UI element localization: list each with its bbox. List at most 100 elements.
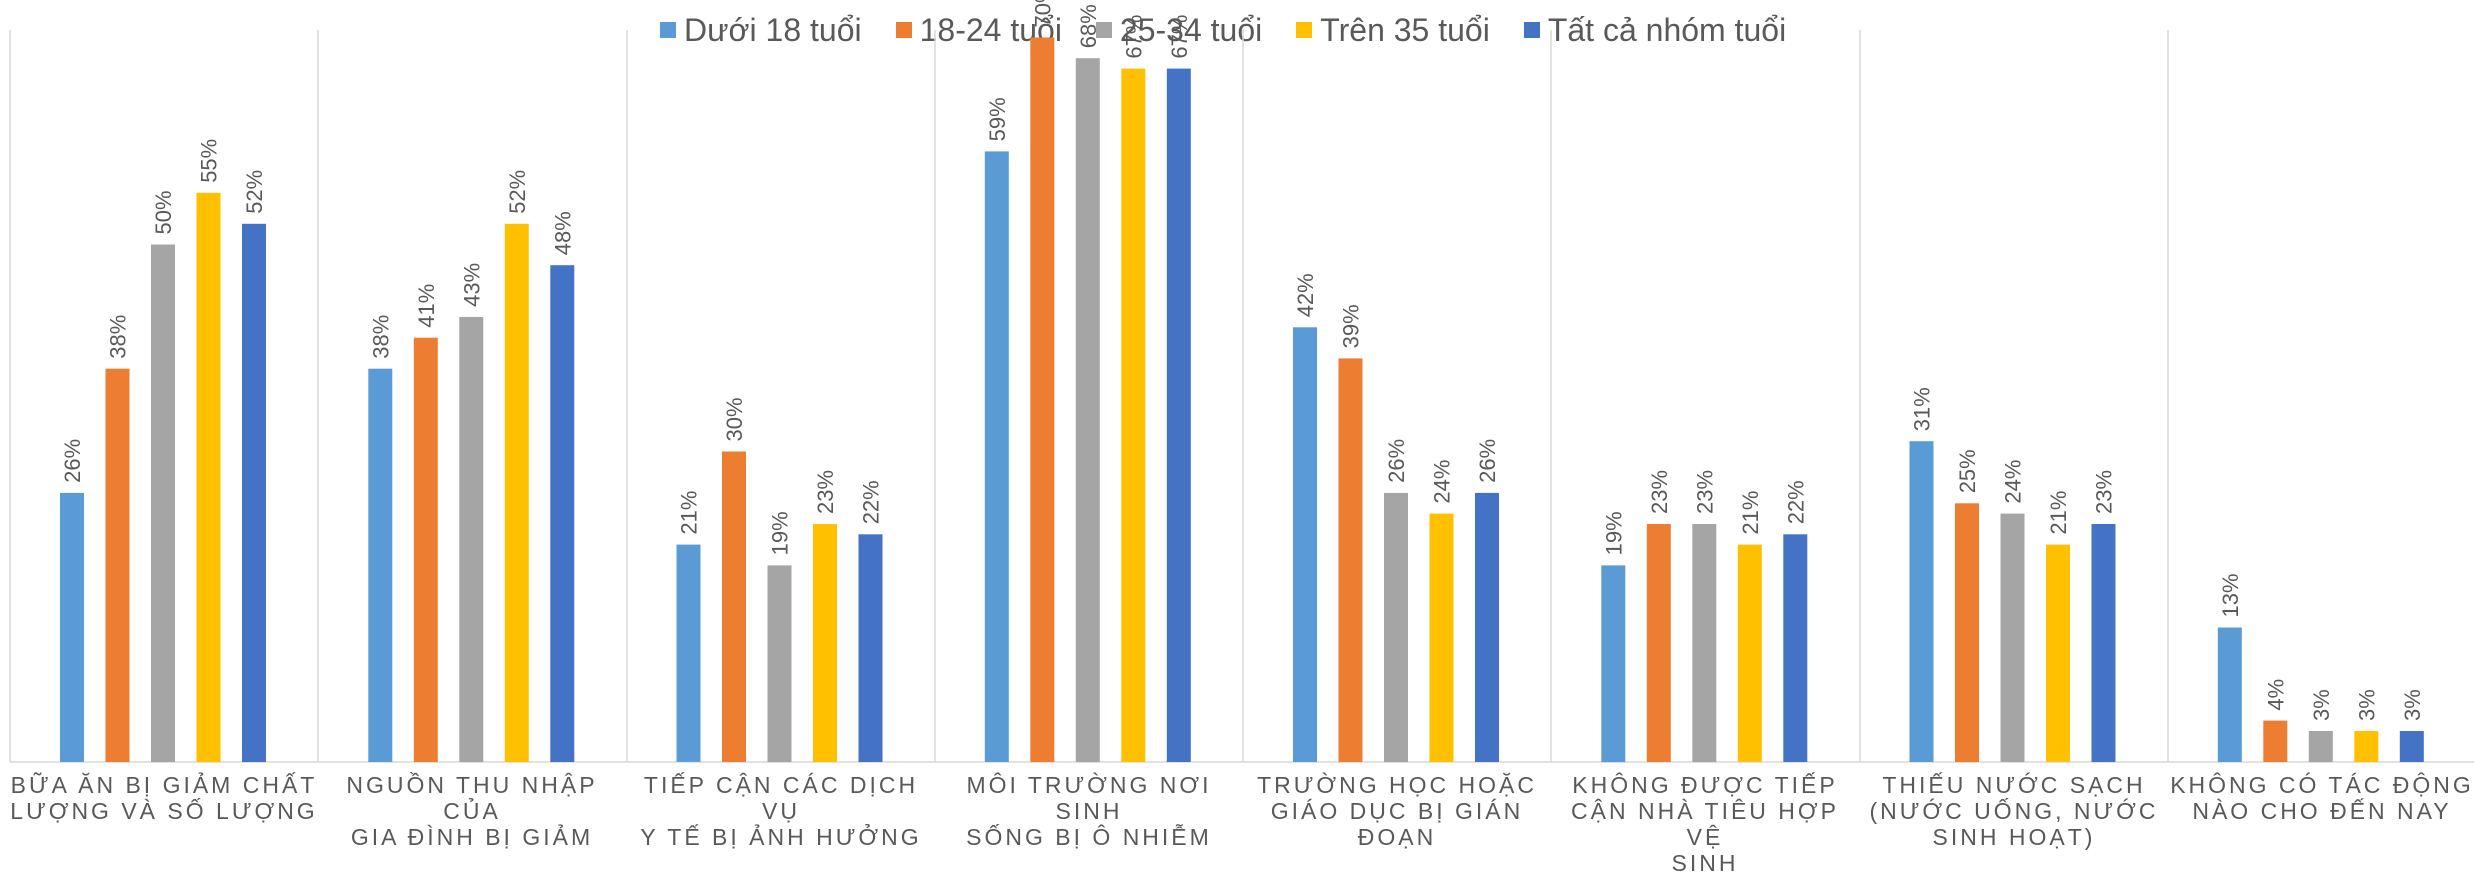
data-label: 50%	[151, 190, 176, 234]
bar	[676, 544, 701, 762]
bar	[1338, 358, 1363, 762]
data-label: 67%	[1121, 15, 1146, 59]
data-label: 23%	[1692, 470, 1717, 514]
bar	[2399, 731, 2424, 762]
category-label: THIẾU NƯỚC SẠCH (NƯỚC UỐNG, NƯỚC SINH HO…	[1869, 772, 2159, 850]
bar	[1646, 524, 1671, 762]
bar	[1121, 68, 1146, 763]
data-label: 26%	[60, 439, 85, 483]
category-label: KHÔNG ĐƯỢC TIẾP CẬN NHÀ TIÊU HỢP VỆ SINH	[1571, 772, 1839, 876]
data-label: 25%	[1955, 449, 1980, 493]
data-label: 21%	[1738, 491, 1763, 535]
bar	[1166, 68, 1191, 763]
bar	[413, 337, 438, 762]
category-label: TIẾP CẬN CÁC DỊCH VỤ Y TẾ BỊ ẢNH HƯỞNG	[640, 772, 922, 850]
bar	[105, 368, 130, 762]
data-label: 22%	[859, 480, 884, 524]
bar	[2046, 544, 2070, 762]
legend-item: Trên 35 tuổi	[1296, 12, 1490, 49]
data-label: 30%	[722, 397, 747, 441]
bar	[1783, 534, 1808, 762]
data-label: 31%	[1910, 387, 1935, 431]
bar	[1475, 492, 1499, 762]
data-label: 68%	[1076, 4, 1101, 48]
legend-swatch	[660, 22, 676, 38]
category-label: MÔI TRƯỜNG NƠI SINH SỐNG BỊ Ô NHIỄM	[966, 772, 1212, 850]
bar	[1601, 565, 1626, 763]
category-label: KHÔNG CÓ TÁC ĐỘNG NÀO CHO ĐẾN NAY	[2170, 772, 2474, 824]
data-label: 3%	[2354, 689, 2379, 721]
data-label: 38%	[368, 315, 393, 359]
bar	[151, 244, 175, 762]
data-label: 24%	[1430, 460, 1455, 504]
data-label: 3%	[2309, 689, 2334, 721]
data-label: 67%	[1167, 15, 1192, 59]
data-label: 48%	[550, 211, 575, 255]
data-label: 4%	[2263, 679, 2288, 711]
bar	[813, 524, 837, 762]
bar	[1692, 524, 1717, 762]
data-label: 39%	[1339, 304, 1364, 348]
bar	[1293, 327, 1317, 762]
bar	[550, 265, 575, 762]
data-label: 43%	[459, 263, 484, 307]
bar	[858, 534, 883, 762]
data-label: 26%	[1384, 439, 1409, 483]
legend-item: Tất cả nhóm tuổi	[1523, 11, 1787, 49]
chart-legend: Dưới 18 tuổi 18-24 tuổi 25-34 tuổi Trên 35 …	[660, 6, 1786, 54]
category-label: TRƯỜNG HỌC HOẶC GIÁO DỤC BỊ GIÁN ĐOẠN	[1257, 772, 1537, 850]
data-label: 24%	[2001, 460, 2026, 504]
category-label: BỮA ĂN BỊ GIẢM CHẤT LƯỢNG VÀ SỐ LƯỢNG	[10, 772, 318, 824]
legend-label: Tất cả nhóm tuổi	[1547, 11, 1787, 48]
bar	[1030, 37, 1055, 762]
data-label: 38%	[106, 315, 131, 359]
data-label: 21%	[2046, 491, 2071, 535]
bar	[1909, 441, 1934, 762]
data-label: 23%	[1647, 470, 1672, 514]
legend-swatch	[895, 22, 912, 38]
data-label: 52%	[505, 170, 530, 214]
data-label: 23%	[813, 470, 838, 514]
bar	[459, 316, 484, 762]
legend-swatch	[1523, 22, 1540, 38]
data-label: 19%	[1601, 511, 1626, 555]
data-label: 19%	[768, 511, 793, 555]
legend-label: 25-34 tuổi	[1119, 11, 1263, 48]
data-label: 22%	[1783, 480, 1808, 524]
data-label: 55%	[197, 139, 222, 183]
data-label: 59%	[985, 97, 1010, 141]
category-label: NGUỒN THU NHẬP CỦA GIA ĐÌNH BỊ GIẢM	[346, 772, 598, 850]
data-label: 52%	[242, 170, 267, 214]
bar	[2217, 627, 2242, 762]
bar-chart: 26% 38% 50% 55% 52% 38% 41% 43% 52% 48% 21% 30% 19% 2…	[9, 0, 2474, 763]
legend-swatch	[1296, 22, 1313, 38]
bar	[722, 451, 746, 762]
bar	[2000, 513, 2025, 762]
bar	[368, 368, 393, 762]
bar	[984, 151, 1009, 762]
bar	[2354, 731, 2379, 762]
data-label: 3%	[2400, 689, 2425, 721]
bar	[1075, 58, 1100, 762]
data-label: 26%	[1475, 439, 1500, 483]
bar	[504, 223, 529, 763]
legend-item: Dưới 18 tuổi	[660, 12, 862, 49]
bar	[242, 223, 266, 763]
legend-swatch	[1095, 22, 1112, 38]
bar	[2263, 720, 2288, 762]
legend-item: 25-34 tuổi	[1095, 11, 1263, 49]
legend-label: Trên 35 tuổi	[1320, 11, 1490, 48]
legend-label: Dưới 18 tuổi	[684, 11, 862, 48]
data-label: 21%	[677, 491, 702, 535]
bar	[196, 192, 221, 763]
bar	[1429, 513, 1454, 762]
bar	[1955, 503, 1979, 763]
data-label: 41%	[414, 284, 439, 328]
bar	[767, 565, 792, 763]
data-label: 70%	[1030, 0, 1055, 28]
data-label: 13%	[2218, 573, 2243, 617]
data-label: 23%	[2092, 470, 2117, 514]
bar	[1384, 492, 1408, 762]
data-label: 42%	[1293, 273, 1318, 317]
bar	[60, 492, 84, 762]
